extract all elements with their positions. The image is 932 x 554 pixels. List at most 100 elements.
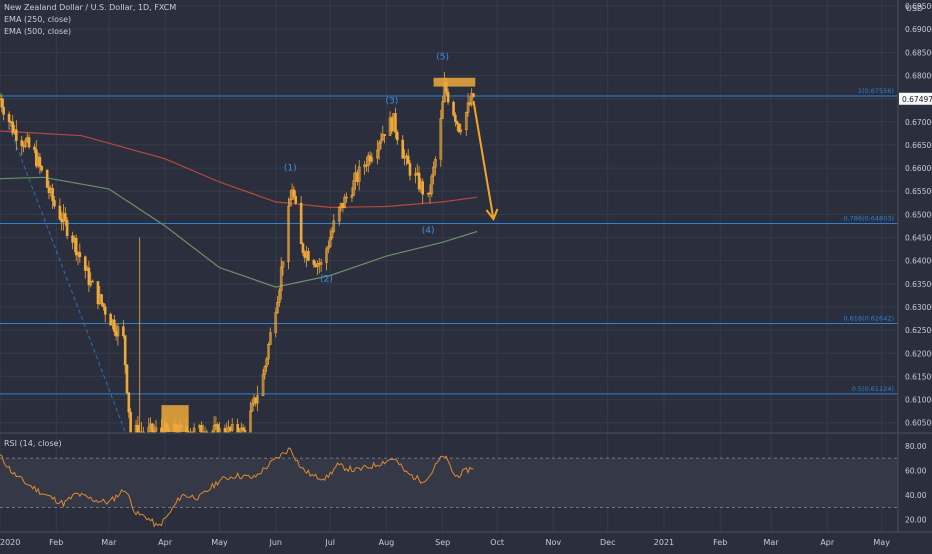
candle-body <box>434 159 437 168</box>
candle-body <box>455 121 459 125</box>
candle-body <box>350 194 354 198</box>
candle-body <box>78 252 82 258</box>
candle-body <box>379 139 383 144</box>
candle-body <box>2 106 5 115</box>
candle-body <box>147 426 151 433</box>
candle-body <box>256 395 259 404</box>
time-tick-label: Feb <box>49 538 63 547</box>
candle-body <box>452 101 455 116</box>
candle-body <box>263 366 267 375</box>
wave-label: (3) <box>385 96 398 106</box>
rsi-legend[interactable]: RSI (14, close) <box>4 439 62 448</box>
candle-body <box>292 189 296 197</box>
ema500-line <box>0 176 478 288</box>
candle-body <box>100 294 103 304</box>
candle-body <box>91 280 94 283</box>
resistance-zone[interactable] <box>433 77 476 87</box>
candle-body <box>151 423 154 433</box>
candle-body <box>274 312 278 333</box>
candle-body <box>312 260 316 265</box>
time-tick-label: Mar <box>101 538 117 547</box>
rsi-tick-label: 80.00 <box>905 442 927 451</box>
candle-body <box>472 93 475 97</box>
candle-body <box>103 306 107 315</box>
candle-body <box>7 113 11 122</box>
candle-body <box>301 243 305 254</box>
candle-body <box>102 303 105 308</box>
candle-body <box>307 250 310 261</box>
candle-body <box>27 137 31 148</box>
candle-body <box>403 156 406 159</box>
time-tick-label: 2020 <box>0 538 20 547</box>
legend-ema250[interactable]: EMA (250, close) <box>4 15 72 24</box>
consolidation-box[interactable] <box>161 405 189 432</box>
wave-label: (4) <box>422 226 435 236</box>
time-tick-label: Feb <box>713 538 727 547</box>
candle-body <box>11 121 14 134</box>
candle-body <box>112 319 116 332</box>
candle-body <box>38 156 42 167</box>
drawing-annotations[interactable]: (1) (2) (3) (4) (5) <box>8 52 499 433</box>
candle-body <box>432 166 435 177</box>
rsi-pane[interactable]: 80.00 60.00 40.00 20.00 <box>0 442 927 528</box>
time-tick-label: 2021 <box>654 538 674 547</box>
fib-level-label: 1(0.67556) <box>858 87 894 95</box>
wave-label: (1) <box>284 163 297 173</box>
wave-label: (2) <box>320 275 333 285</box>
candle-body <box>87 267 91 286</box>
candle-body <box>430 175 434 194</box>
candle-body <box>337 206 341 222</box>
grid-lines <box>0 0 898 532</box>
candle-body <box>370 157 374 162</box>
candle-body <box>332 220 336 232</box>
time-tick-label: Oct <box>490 538 504 547</box>
candle-body <box>441 101 444 119</box>
candle-body <box>417 172 421 190</box>
candle-body <box>53 200 56 207</box>
candle-body <box>116 326 120 337</box>
candle-body <box>316 263 319 268</box>
dashed-trend-line[interactable] <box>8 126 126 433</box>
candle-body <box>376 149 379 159</box>
candle-body <box>325 248 328 263</box>
legend-ema500[interactable]: EMA (500, close) <box>4 27 72 36</box>
currency-label: USD <box>906 4 923 13</box>
candle-body <box>249 410 252 433</box>
candle-body <box>122 326 125 337</box>
candle-body <box>395 131 399 141</box>
time-tick-label: May <box>211 538 228 547</box>
candle-body <box>24 140 27 147</box>
projection-arrow[interactable] <box>472 100 495 220</box>
candle-body <box>40 166 44 171</box>
candle-body <box>89 280 93 286</box>
candle-body <box>401 139 405 159</box>
symbol-title[interactable]: New Zealand Dollar / U.S. Dollar, 1D, FX… <box>4 3 177 12</box>
candle-body <box>96 281 100 305</box>
candle-body <box>330 231 334 238</box>
candle-body <box>327 246 330 250</box>
fib-retracement[interactable]: 1(0.67556) 0.786(0.64803) 0.618(0.62642) 0.… <box>0 87 898 395</box>
candle-body <box>377 142 381 151</box>
candle-body <box>345 196 348 199</box>
candle-body <box>319 262 323 265</box>
time-tick-label: Jul <box>324 538 335 547</box>
candle-body <box>439 118 443 160</box>
candle-body <box>15 129 18 141</box>
candle-body <box>381 134 385 141</box>
candle-body <box>0 98 4 108</box>
candle-body <box>357 166 361 182</box>
candle-body <box>58 205 62 220</box>
candle-body <box>250 403 254 412</box>
